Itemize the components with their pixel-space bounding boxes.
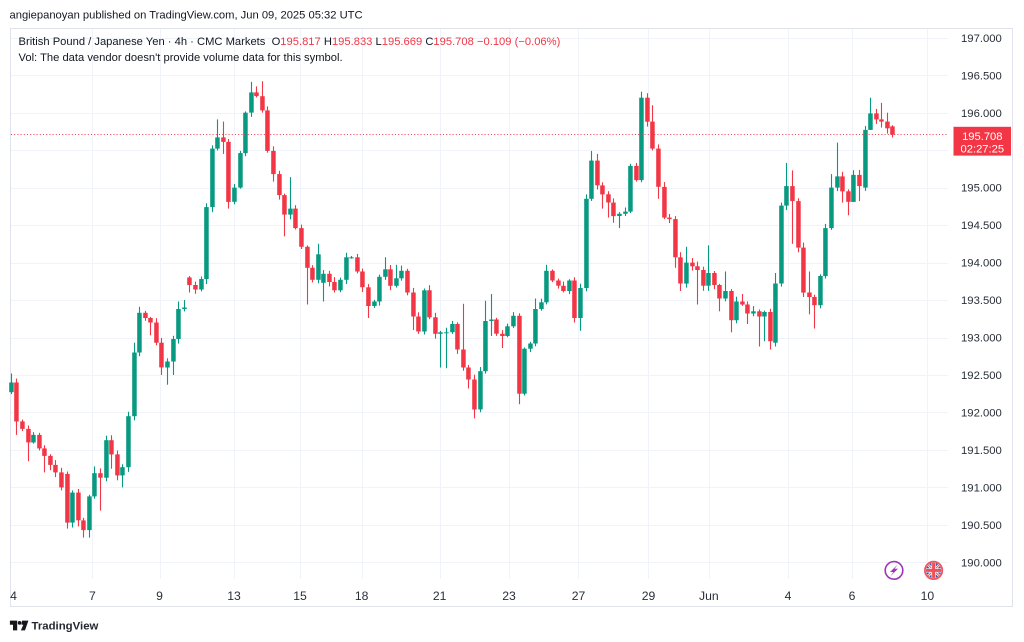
svg-text:02:27:25: 02:27:25	[961, 143, 1005, 155]
svg-text:27: 27	[572, 589, 586, 603]
svg-text:angiepanoyan published on Trad: angiepanoyan published on TradingView.co…	[10, 10, 363, 22]
svg-text:7: 7	[89, 589, 96, 603]
svg-text:194.500: 194.500	[961, 220, 1002, 232]
svg-text:195.000: 195.000	[961, 183, 1002, 195]
svg-text:13: 13	[227, 589, 241, 603]
svg-text:TradingView: TradingView	[32, 621, 99, 633]
svg-text:4: 4	[10, 589, 17, 603]
svg-text:21: 21	[433, 589, 447, 603]
svg-text:191.000: 191.000	[961, 483, 1002, 495]
svg-text:15: 15	[293, 589, 307, 603]
svg-text:29: 29	[642, 589, 656, 603]
svg-text:6: 6	[849, 589, 856, 603]
svg-text:10: 10	[921, 589, 935, 603]
svg-text:190.000: 190.000	[961, 558, 1002, 570]
svg-text:Jun: Jun	[699, 589, 719, 603]
svg-text:192.000: 192.000	[961, 408, 1002, 420]
svg-text:192.500: 192.500	[961, 370, 1002, 382]
svg-text:195.708: 195.708	[962, 131, 1002, 143]
svg-text:Vol: The data vendor doesn't p: Vol: The data vendor doesn't provide vol…	[19, 52, 343, 64]
svg-text:4: 4	[785, 589, 792, 603]
svg-text:197.000: 197.000	[961, 33, 1002, 45]
svg-text:18: 18	[355, 589, 369, 603]
svg-text:196.000: 196.000	[961, 108, 1002, 120]
svg-text:191.500: 191.500	[961, 445, 1002, 457]
svg-text:British Pound / Japanese Yen ·: British Pound / Japanese Yen · 4h · CMC …	[19, 36, 561, 48]
svg-text:193.500: 193.500	[961, 295, 1002, 307]
svg-text:193.000: 193.000	[961, 333, 1002, 345]
svg-text:23: 23	[502, 589, 516, 603]
svg-text:196.500: 196.500	[961, 70, 1002, 82]
svg-text:190.500: 190.500	[961, 520, 1002, 532]
svg-text:9: 9	[156, 589, 163, 603]
svg-text:194.000: 194.000	[961, 258, 1002, 270]
